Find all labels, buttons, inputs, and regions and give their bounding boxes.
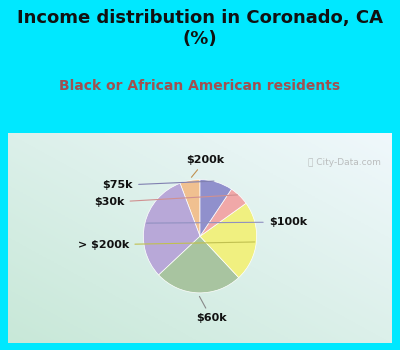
Text: $60k: $60k <box>196 296 227 323</box>
Wedge shape <box>200 189 246 236</box>
Text: > $200k: > $200k <box>78 240 255 250</box>
Text: $75k: $75k <box>103 180 214 190</box>
Wedge shape <box>159 236 239 293</box>
Text: $100k: $100k <box>146 217 307 227</box>
Wedge shape <box>180 180 200 236</box>
Wedge shape <box>143 183 200 275</box>
Text: Black or African American residents: Black or African American residents <box>60 79 340 93</box>
Text: ⓘ City-Data.com: ⓘ City-Data.com <box>308 158 380 167</box>
Text: Income distribution in Coronado, CA
(%): Income distribution in Coronado, CA (%) <box>17 9 383 48</box>
Text: $30k: $30k <box>94 195 237 207</box>
Text: $200k: $200k <box>186 155 225 177</box>
Wedge shape <box>200 203 257 278</box>
Wedge shape <box>200 180 232 236</box>
